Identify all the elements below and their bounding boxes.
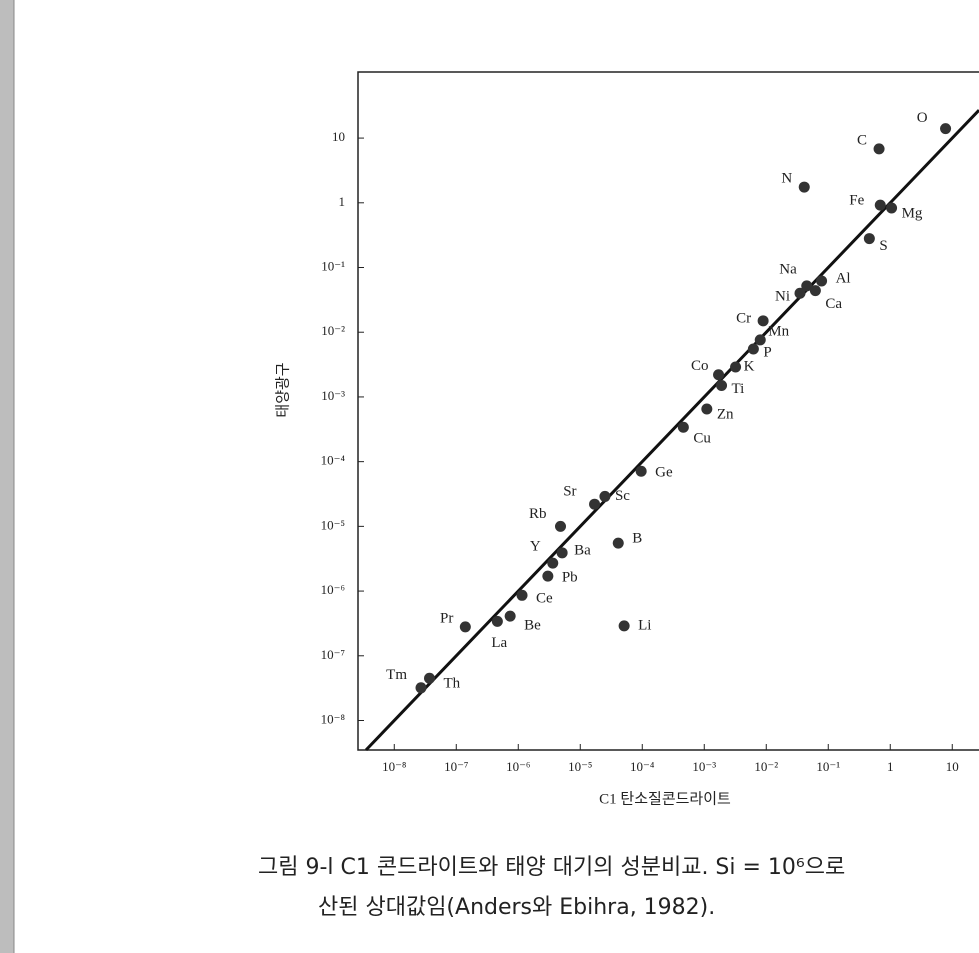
- data-point: [612, 537, 624, 549]
- data-point: [730, 361, 742, 373]
- data-point: [589, 498, 601, 510]
- point-label: Fe: [849, 193, 864, 209]
- point-label: Be: [524, 618, 541, 634]
- data-point: [542, 570, 554, 582]
- data-point: [618, 620, 630, 632]
- point-label: Pr: [440, 610, 453, 626]
- data-point: [873, 143, 885, 155]
- y-tick-label: 10: [332, 129, 345, 144]
- x-tick-label: 10⁻⁵: [568, 759, 592, 774]
- point-label: Ce: [536, 591, 553, 607]
- point-label: Ge: [655, 465, 673, 481]
- y-tick-label: 10⁻⁴: [321, 453, 346, 468]
- caption-line: 산된 상대값임(Anders와 Ebihra, 1982).: [318, 895, 715, 920]
- point-label: Tm: [386, 667, 407, 683]
- y-tick-label: 10⁻⁸: [321, 711, 346, 726]
- data-point: [516, 589, 528, 601]
- point-label: P: [763, 344, 771, 360]
- data-point: [809, 285, 821, 297]
- plot-frame: [357, 71, 979, 751]
- data-point: [886, 202, 898, 214]
- y-tick-label: 10⁻³: [321, 388, 345, 403]
- point-label: Pb: [562, 570, 578, 586]
- caption-line: 그림 9-l C1 콘드라이트와 태양 대기의 성분비교. Si = 10⁶으로: [258, 855, 845, 880]
- y-tick-label: 10⁻⁶: [321, 582, 345, 597]
- data-point: [798, 181, 810, 193]
- x-tick-label: 10⁻³: [692, 759, 716, 774]
- x-tick-label: 10: [946, 759, 959, 774]
- data-point: [599, 490, 611, 502]
- point-label: Rb: [529, 506, 547, 522]
- data-point: [801, 280, 813, 292]
- data-point: [415, 682, 427, 694]
- side-strip: [0, 0, 14, 953]
- data-point: [701, 403, 713, 415]
- x-tick-label: 10⁻⁷: [444, 759, 468, 774]
- reference-line: [364, 109, 979, 752]
- y-tick-label: 10⁻⁵: [321, 517, 345, 532]
- data-point: [716, 380, 728, 392]
- point-label: O: [917, 110, 928, 126]
- point-label: Mg: [902, 205, 923, 221]
- point-label: Na: [779, 261, 797, 277]
- point-label: Co: [691, 358, 709, 374]
- data-point: [747, 343, 759, 355]
- x-tick-label: 1: [887, 759, 894, 774]
- y-tick-label: 10⁻⁷: [321, 647, 345, 662]
- point-label: La: [491, 635, 507, 651]
- point-label: B: [632, 531, 642, 547]
- data-point: [757, 315, 769, 327]
- point-label: Mn: [768, 323, 789, 339]
- point-label: Ti: [732, 381, 745, 397]
- point-label: Sc: [615, 488, 630, 504]
- data-point: [794, 287, 806, 299]
- data-point: [491, 615, 503, 627]
- point-label: Cu: [693, 431, 711, 447]
- data-point: [713, 369, 725, 381]
- x-tick-label: 10⁻²: [754, 759, 778, 774]
- data-point: [816, 275, 828, 287]
- point-label: Ni: [775, 289, 790, 305]
- y-tick-label: 10⁻¹: [321, 258, 345, 273]
- data-point: [556, 547, 568, 559]
- point-label: N: [781, 171, 792, 187]
- point-label: S: [879, 238, 887, 254]
- point-label: Ca: [825, 296, 842, 312]
- data-point: [874, 199, 886, 211]
- data-point: [459, 621, 471, 633]
- data-point: [423, 672, 435, 684]
- x-tick-label: 10⁻¹: [816, 759, 840, 774]
- point-label: Sr: [563, 484, 576, 500]
- y-tick-label: 1: [339, 194, 346, 209]
- point-label: Th: [443, 676, 460, 692]
- point-label: C: [857, 132, 867, 148]
- point-label: Al: [836, 270, 851, 286]
- y-tick-label: 10⁻²: [321, 323, 345, 338]
- data-point: [504, 610, 516, 622]
- x-tick-label: 10⁻⁸: [382, 759, 407, 774]
- point-label: K: [744, 358, 755, 374]
- point-label: Ba: [574, 542, 591, 558]
- point-label: Li: [638, 617, 651, 633]
- data-point: [555, 520, 567, 532]
- data-point: [547, 557, 559, 569]
- data-point: [677, 421, 689, 433]
- x-axis-label: C1 탄소질콘드라이트: [599, 790, 731, 807]
- y-axis-label: 태양광구: [274, 362, 291, 417]
- point-label: Cr: [736, 310, 751, 326]
- data-point: [940, 123, 952, 135]
- x-tick-label: 10⁻⁴: [630, 759, 655, 774]
- point-label: Zn: [717, 406, 734, 422]
- data-point: [635, 465, 647, 477]
- x-tick-label: 10⁻⁶: [506, 759, 530, 774]
- data-point: [754, 334, 766, 346]
- data-point: [863, 233, 875, 245]
- point-label: Y: [530, 539, 541, 555]
